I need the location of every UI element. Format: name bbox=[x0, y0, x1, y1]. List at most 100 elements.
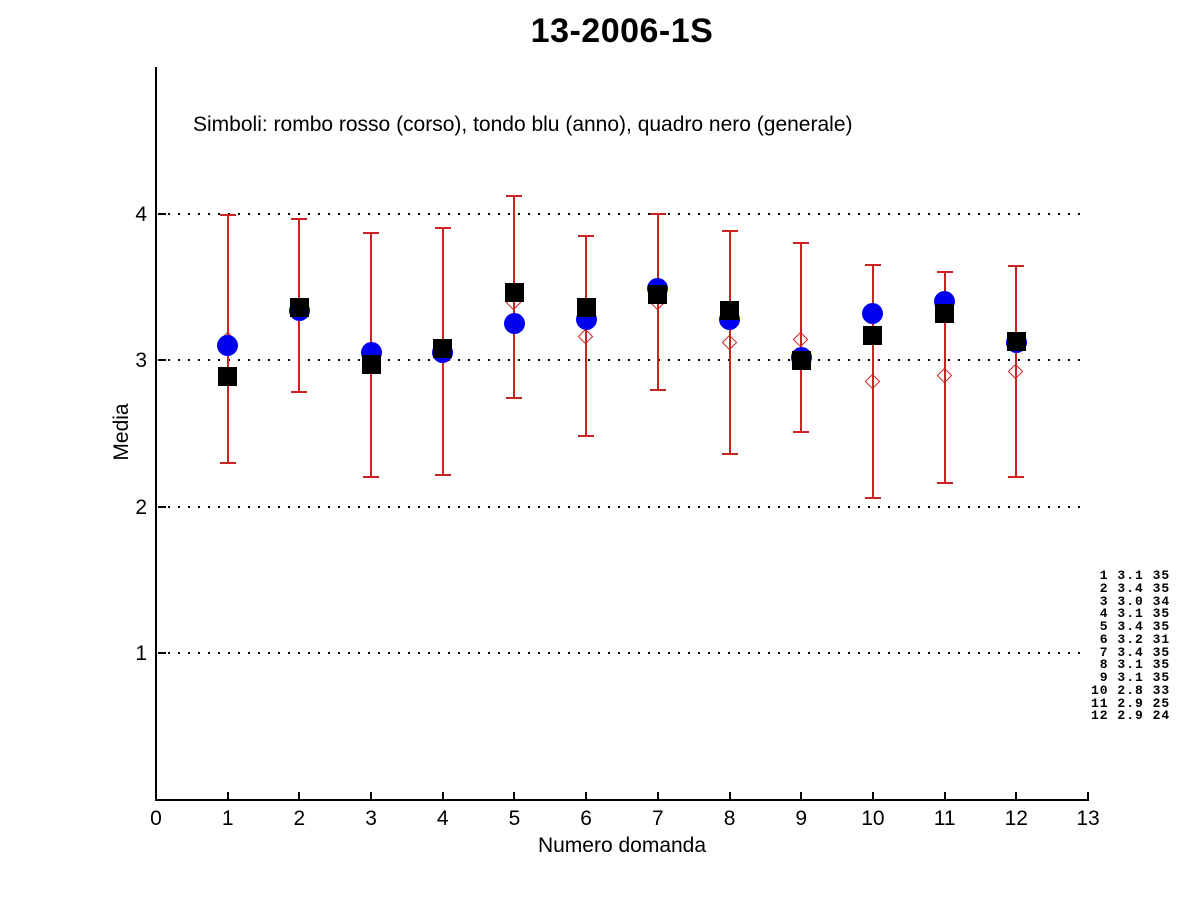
errorbar-cap-bottom-9 bbox=[793, 431, 810, 434]
errorbar-cap-bottom-4 bbox=[434, 473, 451, 476]
marker-anno-1 bbox=[217, 335, 239, 357]
errorbar-line-10 bbox=[871, 264, 874, 498]
errorbar-cap-top-9 bbox=[793, 241, 810, 244]
legend-note: Simboli: rombo rosso (corso), tondo blu … bbox=[193, 113, 853, 136]
errorbar-line-11 bbox=[943, 272, 946, 484]
marker-generale-6 bbox=[576, 297, 596, 317]
x-tick-label-2: 2 bbox=[293, 807, 306, 830]
x-tick-label-11: 11 bbox=[933, 807, 956, 830]
y-tick-label-3: 3 bbox=[135, 349, 147, 373]
marker-generale-1 bbox=[218, 366, 238, 386]
gridline-y-4 bbox=[158, 212, 1088, 215]
errorbar-cap-top-10 bbox=[864, 263, 881, 266]
errorbar-line-8 bbox=[728, 231, 731, 455]
marker-generale-10 bbox=[863, 325, 883, 345]
x-tick-label-10: 10 bbox=[861, 807, 885, 830]
marker-generale-5 bbox=[504, 283, 524, 303]
chart-title: 13-2006-1S bbox=[530, 12, 714, 50]
x-tick-4 bbox=[441, 792, 444, 800]
errorbar-cap-top-5 bbox=[506, 195, 523, 197]
errorbar-cap-top-6 bbox=[578, 234, 595, 237]
x-tick-1 bbox=[226, 792, 229, 800]
errorbar-cap-bottom-2 bbox=[291, 391, 308, 394]
x-tick-label-9: 9 bbox=[795, 807, 808, 830]
y-axis-label: Media bbox=[110, 403, 133, 461]
errorbar-cap-bottom-11 bbox=[936, 482, 953, 485]
marker-generale-3 bbox=[361, 355, 381, 375]
x-tick-label-6: 6 bbox=[580, 807, 592, 830]
marker-corso-11 bbox=[936, 368, 952, 384]
marker-corso-9 bbox=[792, 331, 809, 347]
x-tick-5 bbox=[513, 792, 516, 800]
marker-generale-12 bbox=[1006, 331, 1026, 351]
x-tick-3 bbox=[370, 792, 373, 800]
x-tick-label-13: 13 bbox=[1076, 807, 1100, 830]
errorbar-cap-bottom-7 bbox=[649, 388, 666, 391]
y-tick-3 bbox=[158, 359, 166, 362]
x-tick-label-1: 1 bbox=[221, 807, 234, 830]
marker-generale-2 bbox=[289, 297, 309, 317]
x-tick-9 bbox=[800, 792, 803, 800]
gridline-y-3 bbox=[158, 359, 1088, 362]
x-tick-13 bbox=[1087, 792, 1089, 800]
x-tick-label-12: 12 bbox=[1004, 807, 1028, 830]
errorbar-cap-bottom-8 bbox=[721, 453, 738, 456]
gridline-y-1 bbox=[158, 652, 1088, 655]
errorbar-cap-bottom-3 bbox=[363, 476, 380, 479]
marker-generale-7 bbox=[648, 284, 668, 304]
x-tick-8 bbox=[728, 792, 731, 800]
marker-anno-5 bbox=[503, 313, 525, 335]
summary-table: 1 3.1 35 2 3.4 35 3 3.0 34 4 3.1 35 5 3.… bbox=[1091, 568, 1171, 724]
y-tick-label-4: 4 bbox=[135, 202, 147, 226]
x-tick-label-4: 4 bbox=[436, 807, 449, 830]
errorbar-cap-bottom-5 bbox=[506, 397, 523, 400]
x-tick-11 bbox=[943, 792, 946, 800]
y-tick-label-1: 1 bbox=[135, 642, 147, 666]
errorbar-cap-top-4 bbox=[434, 227, 451, 230]
errorbar-cap-top-2 bbox=[291, 218, 308, 221]
y-tick-label-2: 2 bbox=[135, 495, 147, 519]
x-tick-6 bbox=[585, 792, 588, 800]
x-tick-12 bbox=[1015, 792, 1018, 800]
errorbar-cap-bottom-10 bbox=[864, 497, 881, 499]
y-tick-4 bbox=[158, 212, 166, 215]
errorbar-cap-top-8 bbox=[721, 230, 738, 233]
x-tick-10 bbox=[871, 792, 874, 800]
errorbar-line-9 bbox=[800, 242, 803, 433]
marker-generale-8 bbox=[720, 300, 740, 320]
x-axis-line bbox=[155, 799, 1089, 801]
x-tick-2 bbox=[298, 792, 301, 800]
x-tick-7 bbox=[656, 792, 659, 800]
marker-corso-12 bbox=[1008, 363, 1024, 380]
x-tick-0 bbox=[155, 792, 157, 800]
x-tick-label-3: 3 bbox=[365, 807, 377, 830]
errorbar-cap-bottom-6 bbox=[578, 435, 595, 438]
marker-anno-10 bbox=[862, 302, 884, 324]
marker-generale-4 bbox=[433, 338, 453, 358]
errorbar-cap-top-3 bbox=[363, 231, 380, 234]
errorbar-cap-top-11 bbox=[936, 271, 953, 274]
y-tick-1 bbox=[158, 652, 166, 655]
marker-corso-6 bbox=[577, 328, 594, 345]
y-tick-2 bbox=[158, 505, 166, 508]
errorbar-line-12 bbox=[1015, 266, 1018, 478]
x-tick-label-7: 7 bbox=[652, 807, 664, 830]
y-axis-line bbox=[155, 67, 157, 801]
x-tick-label-5: 5 bbox=[508, 807, 521, 830]
errorbar-cap-top-7 bbox=[649, 212, 666, 215]
gridline-y-2 bbox=[158, 505, 1088, 508]
errorbar-cap-top-1 bbox=[219, 214, 236, 217]
errorbar-cap-bottom-1 bbox=[219, 461, 236, 464]
errorbar-cap-top-12 bbox=[1008, 265, 1025, 268]
errorbar-line-6 bbox=[585, 235, 588, 437]
x-tick-label-0: 0 bbox=[150, 807, 162, 830]
marker-corso-8 bbox=[721, 334, 737, 350]
marker-generale-9 bbox=[791, 350, 811, 370]
marker-corso-10 bbox=[864, 373, 881, 390]
marker-generale-11 bbox=[935, 303, 955, 323]
x-axis-label: Numero domanda bbox=[537, 834, 707, 857]
plot-area bbox=[155, 67, 1089, 800]
x-tick-label-8: 8 bbox=[723, 807, 736, 830]
errorbar-cap-bottom-12 bbox=[1008, 476, 1025, 479]
